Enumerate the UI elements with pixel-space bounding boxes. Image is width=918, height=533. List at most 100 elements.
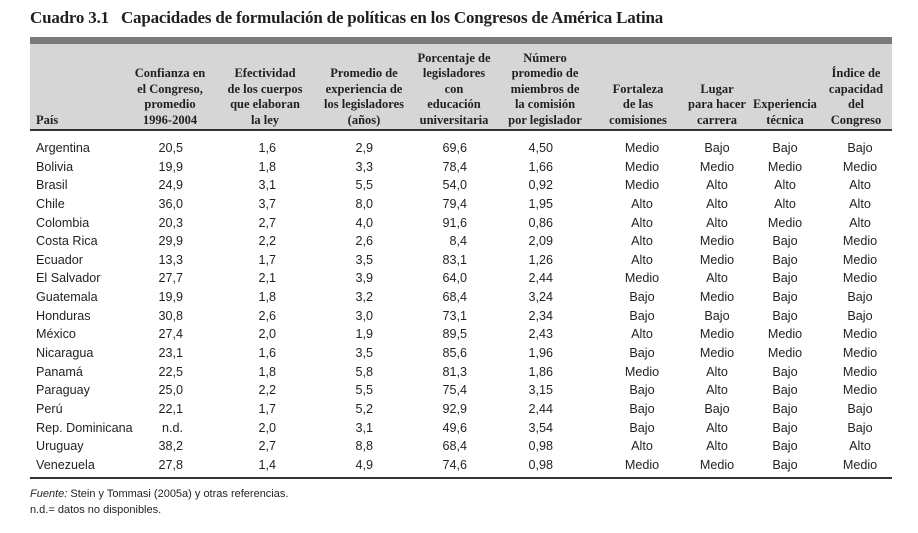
value-cell: Bajo (629, 290, 655, 305)
table-row: Paraguay 25,0 2,2 5,5 75,4 3,15 Bajo Alto Bajo Me… (30, 381, 892, 400)
value-cell: 92,9 (442, 401, 467, 416)
value-cell: 20,3 (158, 215, 183, 230)
value-cell: 27,7 (158, 271, 183, 286)
value-cell: 3,5 (355, 346, 373, 361)
value-cell: 2,44 (528, 271, 553, 286)
value-cell: Medio (767, 327, 803, 342)
value-cell: Medio (699, 327, 735, 342)
value-cell: Bajo (847, 290, 873, 305)
value-cell: 5,5 (355, 383, 373, 398)
value-cell: 2,44 (528, 401, 553, 416)
table-row: Venezuela 27,8 1,4 4,9 74,6 0,98 Medio Medio Baj… (30, 456, 892, 475)
value-cell: 49,6 (442, 420, 467, 435)
value-cell: 3,3 (355, 159, 373, 174)
table-row: Argentina 20,5 1,6 2,9 69,6 4,50 Medio Bajo Bajo… (30, 139, 892, 158)
value-cell: 19,9 (158, 290, 183, 305)
value-cell: Bajo (772, 141, 798, 155)
value-cell: 1,26 (528, 252, 553, 267)
value-cell: Alto (631, 439, 653, 454)
value-cell: 13,3 (158, 252, 183, 267)
country-cell: Bolivia (36, 159, 74, 174)
value-cell: 3,7 (258, 196, 276, 211)
value-cell: Bajo (772, 401, 798, 416)
value-cell: 2,0 (258, 420, 276, 435)
source-label: Fuente: (30, 488, 68, 500)
value-cell: 38,2 (158, 439, 183, 454)
value-cell: Alto (849, 178, 871, 193)
value-cell: Medio (767, 346, 803, 361)
value-cell: 3,54 (528, 420, 553, 435)
value-cell: Alto (631, 234, 653, 249)
value-cell: Bajo (847, 141, 873, 155)
value-cell: 3,15 (528, 383, 553, 398)
table-row: Brasil 24,9 3,1 5,5 54,0 0,92 Medio Alto Alto Alt… (30, 176, 892, 195)
value-cell: Alto (774, 178, 796, 193)
value-cell: Bajo (772, 383, 798, 398)
value-cell: 20,5 (158, 141, 183, 155)
value-cell: Medio (699, 457, 735, 472)
value-cell: Alto (706, 215, 728, 230)
country-cell: Honduras (36, 308, 91, 323)
value-cell: 3,24 (528, 290, 553, 305)
column-header: Confianza en el Congreso, promedio 1996-… (134, 66, 206, 127)
source-text: Stein y Tommasi (2005a) y otras referenc… (67, 488, 289, 500)
value-cell: 2,9 (355, 141, 373, 155)
value-cell: Bajo (629, 346, 655, 361)
value-cell: 64,0 (442, 271, 467, 286)
value-cell: 54,0 (442, 178, 467, 193)
column-header: Porcentaje de legisladores con educación… (417, 50, 491, 127)
country-cell: México (36, 327, 76, 342)
value-cell: 2,6 (355, 234, 373, 249)
value-cell: 30,8 (158, 308, 183, 323)
value-cell: Bajo (772, 290, 798, 305)
country-cell: Venezuela (36, 457, 95, 472)
column-header: Lugar para hacer carrera (688, 81, 746, 127)
value-cell: 78,4 (442, 159, 467, 174)
column-header: Fortaleza de las comisiones (609, 81, 667, 127)
value-cell: 1,66 (528, 159, 553, 174)
value-cell: Alto (849, 439, 871, 454)
value-cell: Bajo (629, 383, 655, 398)
value-cell: Medio (624, 364, 660, 379)
value-cell: 83,1 (442, 252, 467, 267)
column-header: Promedio de experiencia de los legislado… (324, 66, 404, 127)
footnotes: Fuente: Stein y Tommasi (2005a) y otras … (30, 487, 288, 518)
value-cell: Bajo (847, 401, 873, 416)
value-cell: 1,6 (258, 346, 276, 361)
value-cell: Bajo (772, 308, 798, 323)
table-row: El Salvador 27,7 2,1 3,9 64,0 2,44 Medio Alto Ba… (30, 269, 892, 288)
value-cell: 3,5 (355, 252, 373, 267)
country-cell: El Salvador (36, 271, 101, 286)
value-cell: Alto (706, 383, 728, 398)
value-cell: Medio (624, 178, 660, 193)
value-cell: 3,1 (258, 178, 276, 193)
value-cell: 2,6 (258, 308, 276, 323)
value-cell: Medio (842, 364, 878, 379)
country-cell: Perú (36, 401, 63, 416)
value-cell: 27,4 (158, 327, 183, 342)
table-row: Perú 22,1 1,7 5,2 92,9 2,44 Bajo Bajo Bajo Bajo (30, 400, 892, 419)
value-cell: 25,0 (158, 383, 183, 398)
value-cell: 81,3 (442, 364, 467, 379)
value-cell: Medio (842, 252, 878, 267)
value-cell: 1,8 (258, 364, 276, 379)
value-cell: Bajo (772, 271, 798, 286)
value-cell: 73,1 (442, 308, 467, 323)
value-cell: 36,0 (158, 196, 183, 211)
source-note: Fuente: Stein y Tommasi (2005a) y otras … (30, 487, 288, 503)
value-cell: 1,7 (258, 401, 276, 416)
column-header: País (36, 112, 59, 127)
value-cell: 2,2 (258, 383, 276, 398)
value-cell: Medio (842, 159, 878, 174)
value-cell: Bajo (629, 401, 655, 416)
value-cell: 1,8 (258, 159, 276, 174)
value-cell: 5,5 (355, 178, 373, 193)
value-cell: 4,50 (528, 141, 553, 155)
value-cell: 69,6 (442, 141, 467, 155)
value-cell: Alto (631, 196, 653, 211)
value-cell: Alto (706, 271, 728, 286)
value-cell: n.d. (161, 420, 183, 435)
value-cell: Bajo (704, 401, 730, 416)
value-cell: 27,8 (158, 457, 183, 472)
value-cell: 0,98 (528, 439, 553, 454)
